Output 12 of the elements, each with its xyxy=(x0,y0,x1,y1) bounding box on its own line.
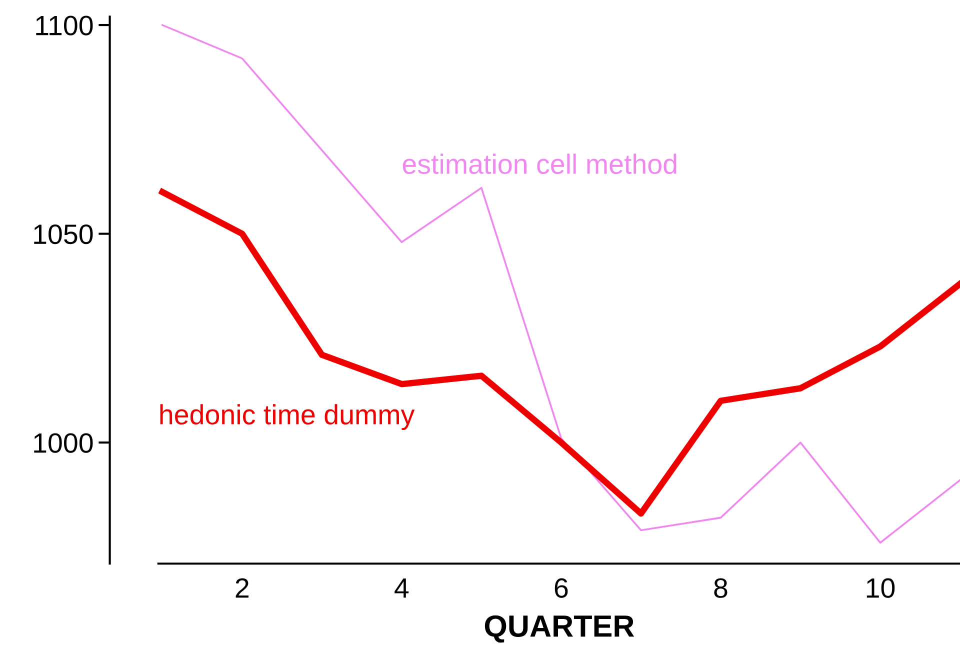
y-tick-label: 1050 xyxy=(34,224,93,244)
series-label: hedonic time dummy xyxy=(160,404,415,430)
series-label: estimation cell method xyxy=(402,154,676,174)
x-axis-title: QUARTER xyxy=(484,615,634,643)
line-series xyxy=(161,24,960,544)
y-tick-label: 1000 xyxy=(34,433,93,453)
x-tick-label: 6 xyxy=(554,578,568,598)
x-tick-label: 4 xyxy=(394,578,409,598)
y-tick-label: 1100 xyxy=(36,16,93,36)
x-tick-label: 8 xyxy=(714,578,728,598)
x-tick-label: 10 xyxy=(866,578,895,598)
x-tick-label: 2 xyxy=(236,578,248,598)
